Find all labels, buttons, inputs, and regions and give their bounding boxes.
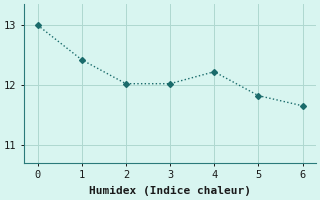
X-axis label: Humidex (Indice chaleur): Humidex (Indice chaleur) (89, 186, 251, 196)
